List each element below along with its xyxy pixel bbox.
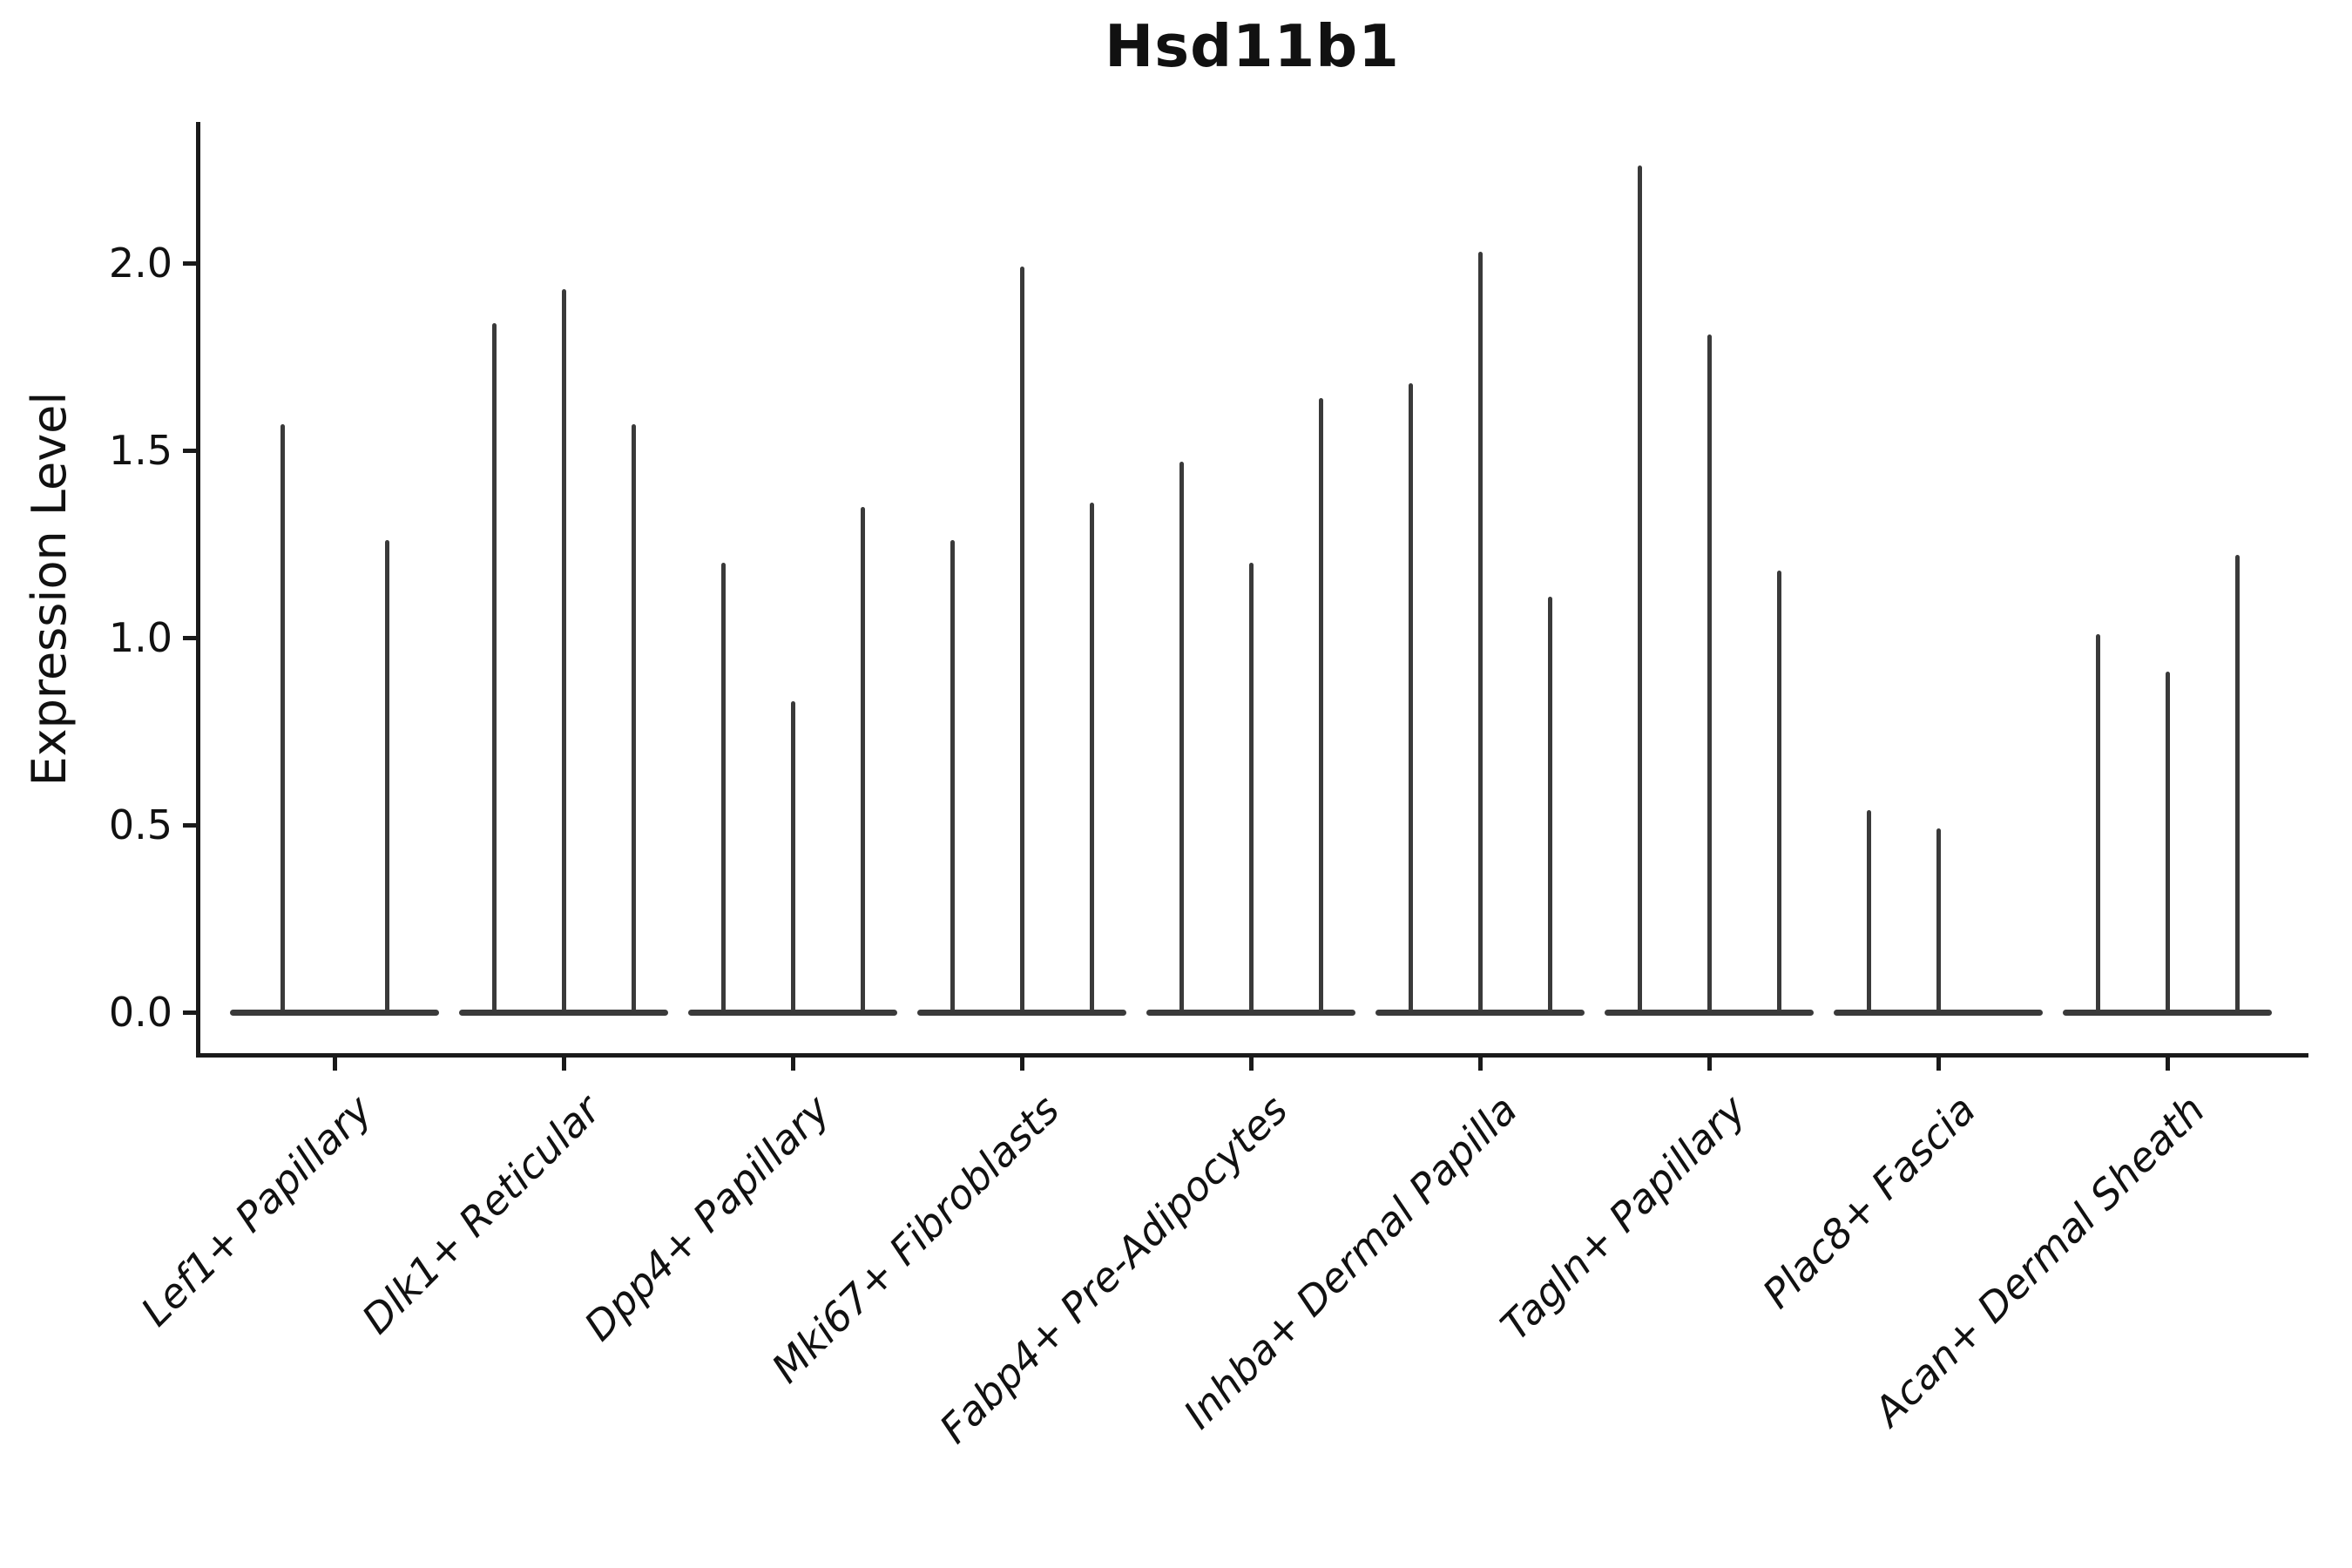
violin-spike bbox=[1866, 809, 1871, 1012]
violin-baseline bbox=[917, 1009, 1126, 1016]
violin-baseline bbox=[1375, 1009, 1585, 1016]
violin-spike bbox=[1248, 563, 1254, 1012]
violin-spike bbox=[1547, 596, 1552, 1012]
violin-spike bbox=[1707, 334, 1712, 1012]
violin-spike bbox=[561, 289, 566, 1012]
violin-spike bbox=[860, 506, 865, 1012]
y-tick-mark bbox=[183, 1010, 196, 1015]
x-tick-mark bbox=[1707, 1056, 1712, 1071]
y-tick-label: 1.5 bbox=[108, 427, 172, 474]
violin-spike bbox=[1936, 828, 1941, 1012]
y-tick-mark bbox=[183, 448, 196, 453]
violin-spike bbox=[790, 701, 795, 1012]
violin-spike bbox=[1637, 166, 1642, 1012]
violin-spike bbox=[280, 423, 285, 1012]
violin-spike bbox=[1477, 252, 1483, 1012]
x-tick-mark bbox=[1477, 1056, 1483, 1071]
y-tick-label: 2.0 bbox=[108, 240, 172, 287]
x-tick-label: Tagln+ Papillary bbox=[1491, 1085, 1755, 1350]
violin-spike bbox=[631, 423, 636, 1012]
violin-spike bbox=[1408, 382, 1413, 1012]
violin-baseline bbox=[2063, 1009, 2272, 1016]
chart-title: Hsd11b1 bbox=[1105, 12, 1400, 80]
violin-spike bbox=[1089, 503, 1094, 1012]
x-tick-label: Dpp4+ Papillary bbox=[575, 1085, 839, 1350]
violin-spike bbox=[1179, 461, 1184, 1012]
x-tick-mark bbox=[1936, 1056, 1941, 1071]
x-tick-mark bbox=[2165, 1056, 2170, 1071]
violin-spike bbox=[1318, 397, 1323, 1012]
y-tick-label: 0.5 bbox=[108, 801, 172, 848]
violin-spike bbox=[720, 563, 726, 1012]
violin-spike bbox=[2165, 671, 2170, 1012]
x-tick-mark bbox=[332, 1056, 337, 1071]
violin-baseline bbox=[688, 1009, 897, 1016]
x-axis-spine bbox=[196, 1053, 2308, 1058]
violin-spike bbox=[950, 540, 955, 1012]
x-tick-label: Lef1+ Papillary bbox=[131, 1085, 381, 1335]
y-tick-label: 1.0 bbox=[108, 614, 172, 661]
y-tick-label: 0.0 bbox=[108, 989, 172, 1036]
violin-spike bbox=[2095, 633, 2100, 1012]
x-tick-mark bbox=[1019, 1056, 1024, 1071]
violin-spike bbox=[384, 540, 389, 1012]
y-tick-mark bbox=[183, 260, 196, 266]
violin-spike bbox=[1776, 570, 1781, 1012]
x-tick-mark bbox=[790, 1056, 795, 1071]
violin-spike bbox=[1019, 267, 1024, 1012]
x-tick-mark bbox=[561, 1056, 566, 1071]
violin-baseline bbox=[1605, 1009, 1814, 1016]
x-tick-label: Plac8+ Fascia bbox=[1753, 1085, 1984, 1318]
violin-baseline bbox=[1834, 1009, 2043, 1016]
violin-baseline bbox=[1146, 1009, 1355, 1016]
y-axis-spine bbox=[196, 122, 200, 1058]
violin-baseline bbox=[459, 1009, 668, 1016]
violin-spike bbox=[491, 322, 497, 1012]
x-tick-mark bbox=[1248, 1056, 1254, 1071]
y-tick-mark bbox=[183, 635, 196, 640]
violin-spike bbox=[2234, 555, 2240, 1012]
y-tick-mark bbox=[183, 822, 196, 828]
violin-baseline bbox=[230, 1009, 439, 1016]
x-tick-label: Dlk1+ Reticular bbox=[353, 1085, 610, 1343]
